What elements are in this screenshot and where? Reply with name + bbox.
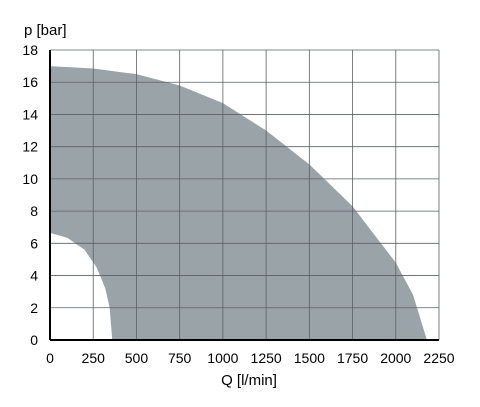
axes	[49, 50, 439, 341]
x-tick-labels: 0 250 500 750 1000 1250 1500 1750 2000 2250	[46, 350, 455, 366]
y-tick-label: 16	[22, 74, 38, 90]
y-axis-title: p [bar]	[24, 22, 67, 39]
y-tick-label: 0	[30, 332, 38, 348]
y-tick-label: 2	[30, 300, 38, 316]
y-tick-labels: 0 2 4 6 8 10 12 14 16 18	[22, 42, 38, 348]
y-tick-label: 10	[22, 171, 38, 187]
x-tick-label: 1000	[207, 350, 238, 366]
x-tick-label: 500	[125, 350, 149, 366]
x-tick-label: 1750	[337, 350, 368, 366]
x-tick-label: 0	[46, 350, 54, 366]
y-tick-label: 8	[30, 203, 38, 219]
x-axis-title: Q [l/min]	[221, 372, 277, 389]
y-tick-label: 12	[22, 139, 38, 155]
y-tick-label: 14	[22, 106, 38, 122]
x-tick-label: 750	[168, 350, 192, 366]
y-tick-label: 4	[30, 268, 38, 284]
y-tick-label: 6	[30, 235, 38, 251]
x-tick-label: 2000	[380, 350, 411, 366]
x-tick-label: 1500	[294, 350, 325, 366]
x-tick-label: 250	[82, 350, 106, 366]
y-tick-label: 18	[22, 42, 38, 58]
x-tick-label: 2250	[423, 350, 454, 366]
operating-region	[50, 66, 427, 340]
x-tick-label: 1250	[251, 350, 282, 366]
